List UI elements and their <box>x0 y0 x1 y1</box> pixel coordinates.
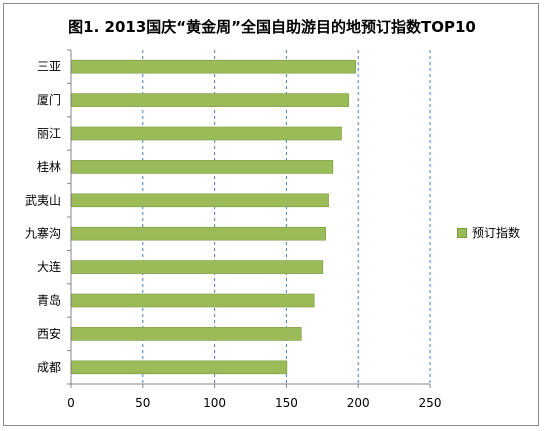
x-tick-label: 150 <box>275 396 298 410</box>
legend: 预订指数 <box>457 224 520 241</box>
bar <box>71 126 342 141</box>
bar <box>71 59 357 74</box>
category-label: 武夷山 <box>25 192 61 207</box>
x-tick-label: 250 <box>419 396 442 410</box>
category-label: 大连 <box>37 259 61 274</box>
bar <box>71 160 334 174</box>
bar <box>71 93 349 107</box>
category-label: 桂林 <box>37 159 61 174</box>
category-label: 三亚 <box>37 60 61 74</box>
axes <box>67 49 431 388</box>
x-tick-label: 0 <box>67 396 75 410</box>
tick-labels: 0 50 100 150 200 250 <box>67 396 441 410</box>
legend-swatch <box>457 227 467 238</box>
category-label: 青岛 <box>37 293 61 308</box>
category-label: 厦门 <box>37 92 61 107</box>
category-label: 九寨沟 <box>25 226 61 241</box>
category-label: 成都 <box>37 360 61 374</box>
category-label: 丽江 <box>37 127 61 141</box>
bar <box>71 193 329 208</box>
bar <box>71 327 302 341</box>
bars <box>71 59 357 375</box>
chart-title: 图1. 2013国庆“黄金周”全国自助游目的地预订指数TOP10 <box>68 18 476 36</box>
bar <box>71 226 326 241</box>
bar <box>71 360 288 375</box>
x-tick-label: 50 <box>135 396 150 410</box>
chart-frame <box>3 3 539 426</box>
x-tick-label: 200 <box>347 396 370 410</box>
bar <box>71 260 324 274</box>
category-label: 西安 <box>37 326 61 341</box>
x-tick-label: 100 <box>203 396 226 410</box>
bar <box>71 293 315 308</box>
legend-label: 预订指数 <box>472 226 521 240</box>
